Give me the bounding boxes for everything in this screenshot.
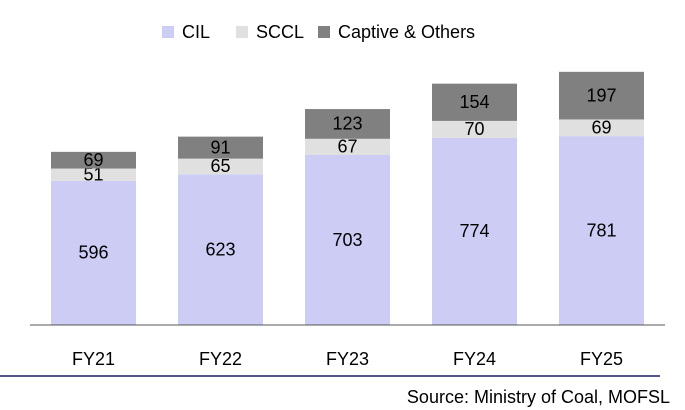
data-label: 123 — [332, 114, 362, 134]
data-label: 197 — [586, 85, 616, 105]
data-label: 69 — [83, 150, 103, 170]
data-label: 91 — [210, 137, 230, 157]
source: Source: Ministry of Coal, MOFSL — [407, 387, 670, 407]
data-label: 70 — [464, 119, 484, 139]
data-label: 703 — [332, 230, 362, 250]
bar-segment — [559, 71, 644, 120]
bar-segment — [559, 136, 644, 325]
bar-segment — [432, 120, 517, 138]
bar-segment — [305, 109, 390, 139]
data-label: 69 — [591, 118, 611, 138]
legend-label: CIL — [182, 22, 210, 42]
bar-segment — [305, 138, 390, 156]
legend-label: Captive & Others — [338, 22, 475, 42]
data-label: 65 — [210, 156, 230, 176]
data-label: 154 — [459, 92, 489, 112]
bar-segment — [305, 155, 390, 325]
x-tick-label: FY21 — [72, 349, 115, 369]
bar-segment — [51, 151, 136, 169]
bar-segment — [432, 83, 517, 121]
bar-segment — [51, 168, 136, 181]
legend-swatch — [236, 26, 248, 38]
data-label: 774 — [459, 221, 489, 241]
data-label: 596 — [78, 243, 108, 263]
x-tick-label: FY22 — [199, 349, 242, 369]
x-tick-label: FY25 — [580, 349, 623, 369]
bar-segment — [178, 136, 263, 159]
legend-label: SCCL — [256, 22, 304, 42]
x-tick-label: FY24 — [453, 349, 496, 369]
data-label: 51 — [83, 164, 103, 184]
legend-swatch — [318, 26, 330, 38]
bar-segment — [178, 158, 263, 175]
bar-segment — [178, 174, 263, 325]
data-label: 623 — [205, 239, 235, 259]
bar-segment — [432, 137, 517, 325]
legend-swatch — [162, 26, 174, 38]
x-tick-label: FY23 — [326, 349, 369, 369]
bar-segment — [559, 119, 644, 137]
bar-segment — [51, 180, 136, 325]
data-label: 781 — [586, 220, 616, 240]
data-label: 67 — [337, 137, 357, 157]
